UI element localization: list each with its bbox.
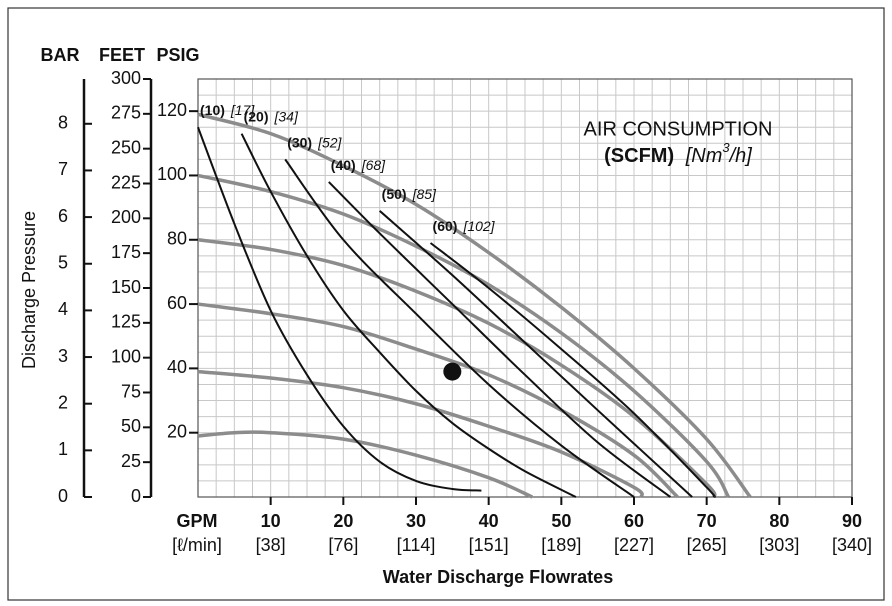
- operating-point: [443, 362, 462, 381]
- y-tick-label: 0: [58, 486, 68, 506]
- y-tick-label: 3: [58, 346, 68, 366]
- x-tick-metric: [227]: [614, 535, 654, 555]
- curve-label-name: (60): [433, 218, 458, 234]
- annotation-line1: AIR CONSUMPTION: [584, 118, 773, 140]
- x-tick-label: 60: [624, 511, 644, 531]
- x-title: Water Discharge Flowrates: [383, 567, 613, 587]
- y-tick-label: 75: [121, 381, 141, 401]
- y-tick-label: 200: [111, 207, 141, 227]
- x-tick-metric: [114]: [397, 535, 436, 555]
- y-tick-label: 60: [167, 293, 187, 313]
- x-tick-label: 10: [261, 511, 281, 531]
- curve-label-name: (50): [382, 186, 407, 202]
- y-tick-label: 4: [58, 299, 68, 319]
- y-axis-title: BAR: [41, 45, 80, 65]
- plot-border: [197, 78, 853, 498]
- x-unit: GPM: [176, 511, 217, 531]
- curve-label-name: (10): [200, 102, 225, 118]
- curve-label: (30) [52]: [287, 134, 342, 150]
- curve-label-name: (30): [287, 134, 312, 150]
- consumption-curve: [379, 210, 693, 498]
- y-tick-label: 150: [111, 277, 141, 297]
- annotation-unit-text: (SCFM): [604, 145, 674, 167]
- y-tick-label: 275: [111, 103, 141, 123]
- pressure-curve: [197, 173, 730, 498]
- y-tick-label: 0: [131, 486, 141, 506]
- x-tick-label: 80: [769, 511, 789, 531]
- curve-label-metric: [17]: [230, 102, 255, 118]
- consumption-curve: [328, 181, 671, 498]
- y-tick-label: 125: [111, 312, 141, 332]
- y-tick-label: 100: [157, 164, 187, 184]
- y-tick-label: 40: [167, 357, 187, 377]
- x-tick-label: 90: [842, 511, 862, 531]
- x-tick-metric: [76]: [328, 535, 358, 555]
- annotation-metric-sup: 3: [722, 140, 730, 155]
- curve-label: (10) [17]: [200, 102, 255, 118]
- consumption-curve: [429, 242, 716, 498]
- y-tick-label: 5: [58, 252, 68, 272]
- annotation-unit: (SCFM) [Nm3/h]: [604, 140, 752, 167]
- x-tick-metric: [151]: [469, 535, 509, 555]
- consumption-curve: [240, 133, 577, 498]
- y-tick-label: 175: [111, 242, 141, 262]
- annotation-metric-suffix: /h]: [728, 145, 753, 167]
- consumption-curve: [197, 126, 482, 492]
- x-tick-label: 50: [551, 511, 571, 531]
- y-axis-title: FEET: [99, 45, 145, 65]
- annotation-metric-prefix: [Nm: [685, 145, 723, 167]
- y-tick-label: 100: [111, 346, 141, 366]
- y-tick-label: 225: [111, 172, 141, 192]
- y-tick-label: 7: [58, 159, 68, 179]
- y-tick-label: 25: [121, 451, 141, 471]
- pressure-curve: [197, 112, 752, 499]
- y-tick-label: 1: [58, 439, 68, 459]
- pressure-curve: [197, 302, 679, 499]
- x-tick-label: 20: [333, 511, 353, 531]
- curve-label-metric: [68]: [361, 157, 386, 173]
- curve-label: (40) [68]: [331, 157, 386, 173]
- pressure-curve: [197, 238, 717, 499]
- curve-label-metric: [102]: [462, 218, 495, 234]
- y-tick-label: 250: [111, 137, 141, 157]
- pressure-curve: [197, 430, 533, 499]
- curve-label-metric: [52]: [317, 134, 342, 150]
- curve-label: (50) [85]: [382, 186, 437, 202]
- x-tick-metric: [189]: [541, 535, 581, 555]
- y-title: Discharge Pressure: [19, 211, 39, 369]
- y-tick-label: 50: [121, 416, 141, 436]
- curve-label: (60) [102]: [433, 218, 496, 234]
- x-tick-label: 40: [479, 511, 499, 531]
- y-tick-label: 20: [167, 421, 187, 441]
- curve-label-metric: [85]: [412, 186, 437, 202]
- frame: [7, 7, 885, 601]
- x-tick-metric: [340]: [832, 535, 872, 555]
- y-tick-label: 120: [157, 100, 187, 120]
- y-tick-label: 80: [167, 229, 187, 249]
- curve-label-name: (20): [244, 108, 269, 124]
- pressure-curve: [197, 369, 644, 499]
- y-tick-label: 6: [58, 206, 68, 226]
- x-tick-metric: [303]: [759, 535, 799, 555]
- y-tick-label: 8: [58, 113, 68, 133]
- y-axis-title: PSIG: [156, 45, 199, 65]
- x-tick-label: 30: [406, 511, 426, 531]
- x-unit-metric: [ℓ/min]: [172, 535, 222, 555]
- x-tick-label: 70: [697, 511, 717, 531]
- y-tick-label: 300: [111, 68, 141, 88]
- curve-label: (20) [34]: [244, 108, 299, 124]
- x-tick-metric: [265]: [687, 535, 727, 555]
- x-tick-metric: [38]: [256, 535, 286, 555]
- curve-label-metric: [34]: [274, 108, 299, 124]
- consumption-curve: [284, 158, 635, 498]
- y-tick-label: 2: [58, 392, 68, 412]
- curve-label-name: (40): [331, 157, 356, 173]
